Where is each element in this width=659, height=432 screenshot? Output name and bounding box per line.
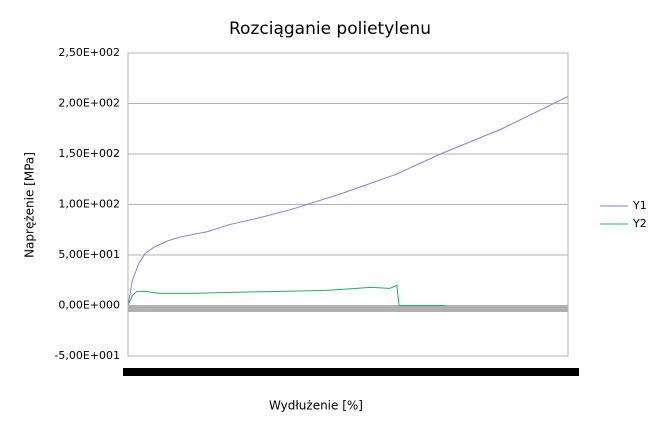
y-tick-label: 2,00E+002 (58, 97, 120, 110)
series-line (127, 284, 445, 306)
y-tick-label: 2,50E+002 (58, 46, 120, 59)
axis-band (128, 306, 568, 312)
y-tick-label: -5,00E+001 (54, 349, 120, 362)
x-tick-labels-overlap (123, 368, 579, 376)
series-line (127, 95, 569, 306)
y-axis-label: Naprężenie [MPa] (23, 152, 37, 258)
y-tick-label: 5,00E+001 (58, 248, 120, 261)
x-axis-label: Wydłużenie [%] (269, 399, 363, 413)
chart-title: Rozciąganie polietylenu (229, 19, 431, 39)
legend-label: Y2 (632, 217, 647, 230)
plot-area: -5,00E+001 0,00E+000 5,00E+001 1,00E+002 1,5… (54, 46, 569, 362)
legend-label: Y1 (632, 199, 647, 212)
y-tick-label: 1,50E+002 (58, 147, 120, 160)
y-tick-label: 1,00E+002 (58, 198, 120, 211)
y-tick-label: 0,00E+000 (58, 299, 120, 312)
plot-border (127, 52, 569, 357)
